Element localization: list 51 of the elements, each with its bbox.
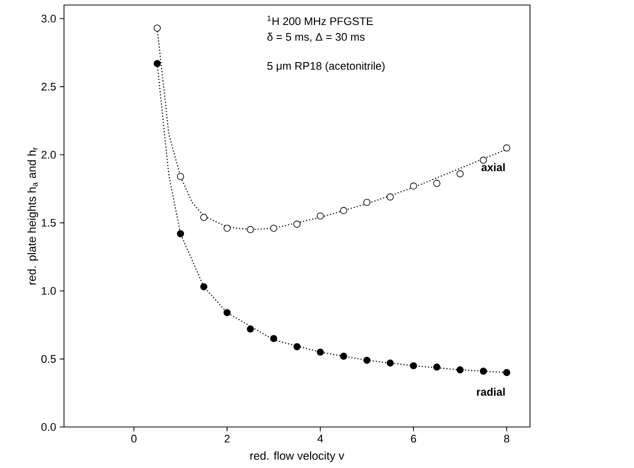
x-tick-label: 0	[131, 434, 137, 443]
point	[154, 60, 161, 68]
point	[293, 343, 301, 350]
point	[224, 309, 231, 316]
point	[340, 352, 348, 360]
point	[316, 348, 324, 356]
x-tick-label: 6	[411, 434, 416, 443]
point	[154, 24, 161, 32]
point	[363, 198, 370, 206]
x-tick-label: 4	[318, 434, 324, 442]
point	[293, 220, 301, 228]
point	[200, 283, 208, 290]
y-tick-label: 2.0	[42, 150, 56, 159]
point	[316, 212, 324, 220]
y-tick-label: 3.0	[41, 14, 56, 22]
point	[386, 193, 394, 200]
point	[386, 359, 394, 367]
point	[410, 182, 418, 190]
point	[480, 368, 487, 375]
point	[456, 366, 464, 374]
x-axis-title: red. flow velocity v	[250, 451, 344, 462]
point	[480, 156, 487, 164]
y-tick-label: 2.5	[42, 82, 56, 91]
point	[176, 172, 184, 180]
point	[363, 356, 370, 364]
point	[433, 364, 440, 371]
y-tick-label: 0.0	[41, 423, 56, 431]
y-tick-label: 1.5	[42, 218, 56, 227]
point	[503, 144, 510, 152]
y-tick-label: 0.5	[41, 355, 56, 363]
point	[176, 230, 184, 238]
point	[433, 180, 440, 187]
point	[246, 325, 254, 333]
point	[340, 207, 348, 214]
point	[456, 170, 464, 178]
y-tick-label: 1.0	[42, 287, 56, 295]
point	[270, 224, 278, 232]
series-label: radial	[476, 388, 505, 396]
annotation: δ = 5 ms, Δ = 30 ms	[267, 32, 365, 42]
x-tick-label: 8	[504, 434, 510, 443]
point	[503, 369, 510, 376]
series-label: axial	[481, 163, 505, 172]
point	[246, 226, 254, 234]
point	[200, 214, 208, 221]
point	[224, 224, 231, 232]
x-tick-label: 2	[224, 434, 230, 442]
point	[410, 362, 418, 370]
y-axis-title: red. plate heights h$_{a}$ and h$_{r}$	[27, 147, 38, 284]
annotation: $^{1}$H 200 MHz PFGSTE	[267, 16, 373, 26]
annotation: 5 μm RP18 (acetonitrile)	[267, 62, 385, 72]
point	[270, 334, 278, 342]
